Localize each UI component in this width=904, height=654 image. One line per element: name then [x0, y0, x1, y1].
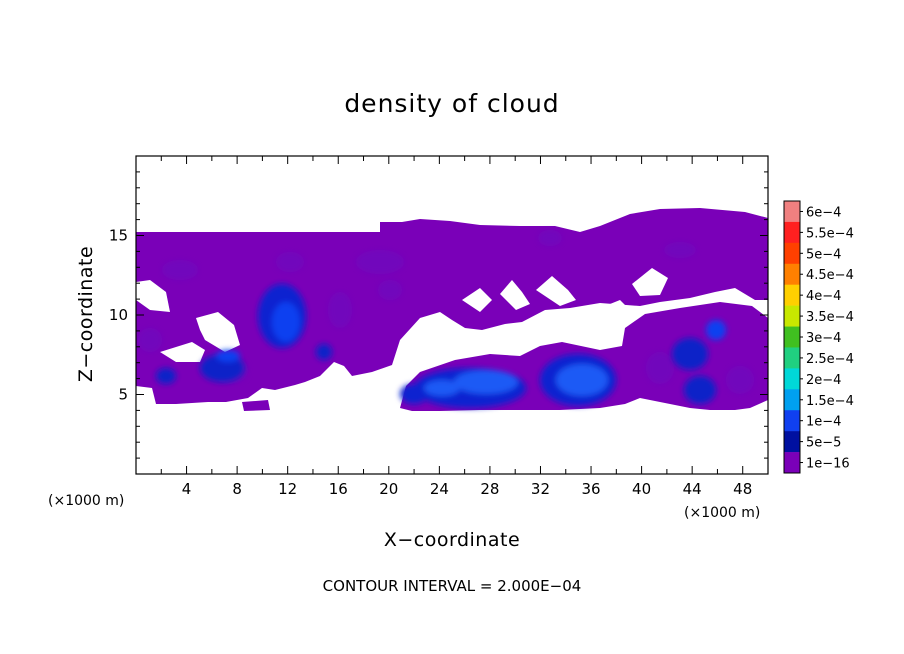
x-axis-label: X−coordinate [384, 529, 520, 551]
x-axis-unit-right: (×1000 m) [684, 505, 760, 521]
colorbar-label: 1e−4 [806, 415, 841, 430]
colorbar-swatch [784, 326, 800, 348]
x-tick-label: 12 [278, 480, 297, 498]
x-tick-label: 24 [430, 480, 449, 498]
colorbar-label: 2.5e−4 [806, 352, 854, 367]
x-axis: 4 8 12 16 20 24 28 32 36 40 44 48 [160, 156, 752, 498]
x-tick-label: 48 [733, 480, 752, 498]
colorbar-swatch [784, 284, 800, 306]
y-tick-label: 5 [118, 386, 128, 404]
x-tick-label: 40 [632, 480, 651, 498]
colorbar-label: 3.5e−4 [806, 310, 854, 325]
colorbar-label: 3e−4 [806, 331, 841, 346]
dense-cores [156, 284, 726, 408]
colorbar-swatch [784, 263, 800, 285]
x-tick-label: 8 [232, 480, 242, 498]
x-axis-unit-left: (×1000 m) [48, 493, 124, 509]
colorbar-swatch [784, 305, 800, 327]
colorbar-swatch [784, 431, 800, 453]
x-tick-label: 28 [480, 480, 499, 498]
colorbar-swatch [784, 389, 800, 411]
x-tick-label: 32 [531, 480, 550, 498]
y-tick-label: 10 [109, 306, 128, 324]
colorbar-swatch [784, 242, 800, 265]
cloud-blob-left [242, 400, 270, 411]
colorbar-label: 6e−4 [806, 205, 841, 220]
colorbar-swatch [784, 221, 800, 244]
y-tick-label: 15 [109, 227, 128, 245]
plot-area [136, 208, 768, 411]
colorbar-label: 4e−4 [806, 289, 841, 304]
colorbar-label: 1.5e−4 [806, 394, 854, 409]
colorbar-swatch [784, 347, 800, 369]
x-tick-label: 44 [683, 480, 702, 498]
y-axis-label: Z−coordinate [75, 246, 97, 382]
contour-interval: CONTOUR INTERVAL = 2.000E−04 [323, 577, 582, 595]
colorbar-label: 4.5e−4 [806, 268, 854, 283]
colorbar-swatch [784, 410, 800, 432]
colorbar-label: 5e−4 [806, 247, 841, 262]
colorbar-label: 5.5e−4 [806, 226, 854, 241]
chart-title: density of cloud [344, 89, 559, 118]
colorbar: 6e−4 5.5e−4 5e−4 4.5e−4 4e−4 3.5e−4 3e−4 2.5e−4… [783, 200, 854, 474]
x-tick-label: 16 [329, 480, 348, 498]
colorbar-swatch [784, 452, 800, 474]
x-tick-label: 36 [581, 480, 600, 498]
x-tick-label: 4 [182, 480, 192, 498]
clear-gaps [136, 268, 668, 362]
x-tick-label: 20 [379, 480, 398, 498]
colorbar-label: 2e−4 [806, 373, 841, 388]
colorbar-swatch [784, 368, 800, 390]
colorbar-label: 5e−5 [806, 436, 841, 451]
colorbar-label: 1e−16 [806, 457, 850, 472]
y-axis: 5 10 15 [109, 171, 768, 459]
colorbar-swatch [784, 201, 800, 223]
